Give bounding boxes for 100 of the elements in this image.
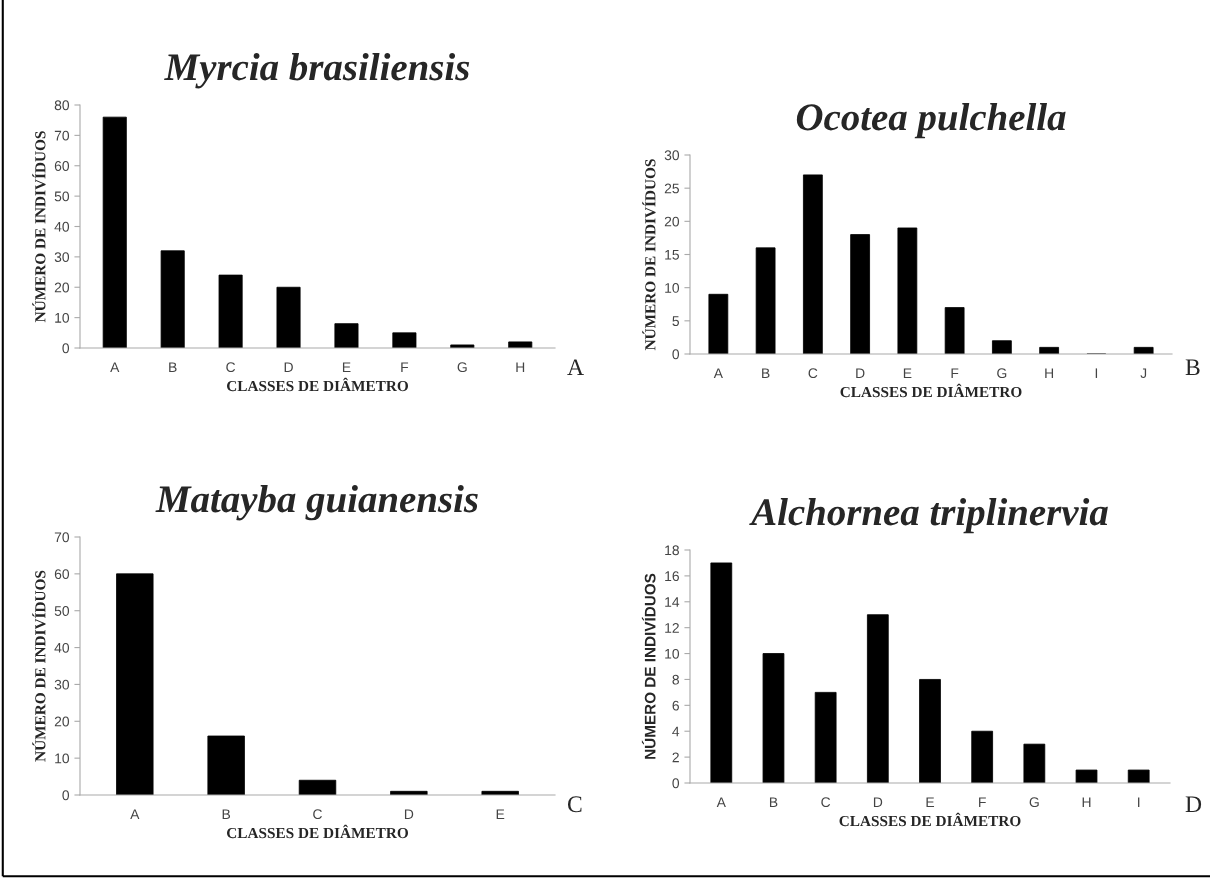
y-tick-label: 14 xyxy=(665,597,680,607)
bar xyxy=(116,573,154,795)
y-tick-label: 2 xyxy=(672,752,679,763)
x-tick-label: G xyxy=(457,362,467,373)
y-tick-label: 60 xyxy=(54,569,70,580)
y-tick-label: 40 xyxy=(54,642,70,653)
y-tick-label: 10 xyxy=(55,312,70,323)
y-tick-label: 15 xyxy=(665,249,679,260)
x-tick-label: B xyxy=(769,797,778,807)
bar xyxy=(944,307,965,354)
x-tick-label: A xyxy=(110,362,120,372)
x-tick-label: E xyxy=(903,368,912,378)
bar xyxy=(392,332,417,348)
x-tick-label: B xyxy=(762,368,770,378)
y-tick-label: 8 xyxy=(672,674,679,685)
bar xyxy=(850,234,870,354)
y-tick-label: 10 xyxy=(665,283,680,293)
x-tick-label: F xyxy=(979,797,986,807)
bar xyxy=(971,730,994,783)
bar xyxy=(1075,769,1098,783)
x-tick-label: F xyxy=(951,368,959,378)
chart-title: Matayba guianensis xyxy=(155,485,478,521)
bar xyxy=(1023,743,1046,783)
bar xyxy=(508,341,533,348)
bar xyxy=(1127,769,1150,783)
x-axis-title: CLASSES DE DIÂMETRO xyxy=(226,377,409,392)
x-tick-label: E xyxy=(342,362,351,372)
y-tick-label: 10 xyxy=(665,648,680,659)
y-tick-label: 25 xyxy=(664,183,679,194)
bar xyxy=(897,227,918,354)
x-tick-label: A xyxy=(716,797,726,807)
y-tick-label: 70 xyxy=(54,532,70,543)
x-tick-label: I xyxy=(1095,368,1098,378)
bar xyxy=(102,116,127,348)
x-tick-label: C xyxy=(808,368,818,379)
x-tick-label: I xyxy=(1138,797,1140,807)
x-tick-label: D xyxy=(873,797,883,807)
x-tick-label: J xyxy=(1140,368,1147,379)
x-tick-label: E xyxy=(926,797,935,807)
y-tick-label: 4 xyxy=(672,726,680,737)
y-tick-label: 50 xyxy=(54,606,70,616)
y-tick-label: 0 xyxy=(672,778,680,789)
y-tick-label: 50 xyxy=(54,191,70,202)
bar xyxy=(450,344,475,348)
y-tick-label: 20 xyxy=(54,282,70,293)
y-tick-label: 30 xyxy=(54,252,70,263)
bar xyxy=(992,340,1012,354)
bar xyxy=(160,250,185,348)
y-tick-label: 30 xyxy=(54,679,70,690)
x-axis-title: CLASSES DE DIÂMETRO xyxy=(839,812,1021,827)
y-tick-label: 0 xyxy=(62,790,70,801)
bar xyxy=(710,562,733,783)
y-tick-label: 18 xyxy=(665,545,679,556)
y-tick-label: 12 xyxy=(665,623,679,633)
y-tick-label: 80 xyxy=(54,100,70,111)
y-tick-label: 20 xyxy=(54,716,70,727)
y-tick-label: 60 xyxy=(54,161,70,171)
x-tick-label: A xyxy=(713,368,723,378)
bar xyxy=(755,247,776,354)
y-tick-label: 70 xyxy=(54,130,70,141)
bar xyxy=(814,691,837,783)
chart-title: Myrcia brasiliensis xyxy=(164,53,470,89)
bar xyxy=(207,735,245,795)
x-tick-label: A xyxy=(130,809,140,819)
x-tick-label: G xyxy=(1029,797,1039,808)
y-tick-label: 20 xyxy=(664,216,680,227)
bar xyxy=(708,293,729,354)
x-axis-title: CLASSES DE DIÂMETRO xyxy=(840,383,1022,398)
x-tick-label: G xyxy=(997,368,1007,379)
bar xyxy=(218,274,243,348)
y-tick-label: 16 xyxy=(665,571,679,582)
y-axis-title: NÚMERO DE INDIVÍDUOS xyxy=(32,570,46,762)
y-tick-label: 10 xyxy=(55,753,70,764)
x-tick-label: H xyxy=(1082,797,1091,807)
y-tick-label: 40 xyxy=(54,221,70,232)
bar xyxy=(762,653,785,783)
bar xyxy=(866,614,889,783)
bar xyxy=(298,779,337,795)
x-tick-label: E xyxy=(496,809,505,819)
y-axis-title: NÚMERO DE INDIVÍDUOS xyxy=(32,131,46,323)
chart-title: Alchornea triplinervia xyxy=(749,498,1108,534)
y-tick-label: 5 xyxy=(672,316,679,326)
y-axis-title: NÚMERO DE INDIVÍDUOS xyxy=(641,573,656,759)
y-tick-label: 6 xyxy=(672,700,679,711)
x-tick-label: D xyxy=(284,362,293,372)
bar xyxy=(334,323,359,348)
x-tick-label: B xyxy=(222,809,231,819)
x-tick-label: C xyxy=(226,362,236,373)
x-tick-label: C xyxy=(821,797,831,808)
x-tick-label: B xyxy=(169,362,177,372)
x-tick-label: D xyxy=(404,809,414,819)
bar xyxy=(919,679,941,783)
y-tick-label: 0 xyxy=(62,343,70,354)
x-axis-title: CLASSES DE DIÂMETRO xyxy=(226,824,409,839)
y-tick-label: 30 xyxy=(664,150,680,161)
bar xyxy=(276,286,301,348)
y-axis-title: NÚMERO DE INDIVÍDUOS xyxy=(642,159,656,351)
bar xyxy=(802,174,823,354)
x-tick-label: F xyxy=(401,362,409,372)
x-tick-label: C xyxy=(313,809,322,820)
